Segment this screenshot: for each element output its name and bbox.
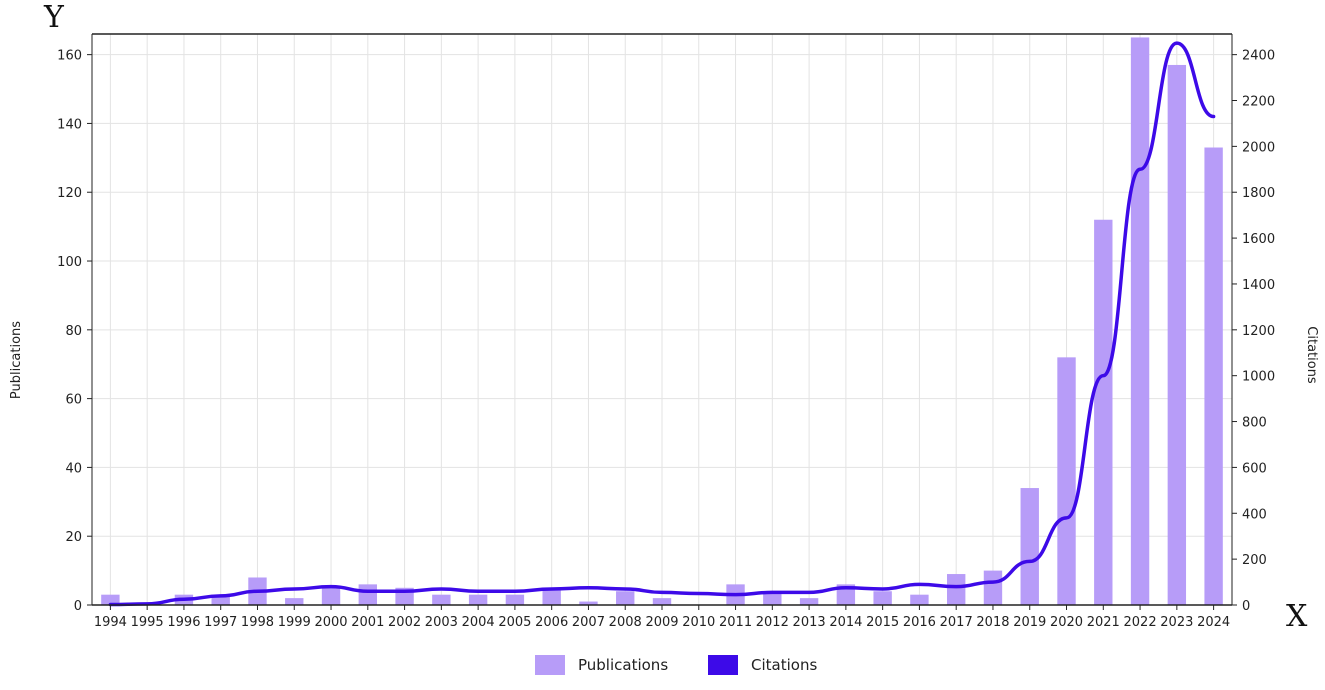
publications-bar: [358, 584, 377, 605]
y2-tick-label: 2400: [1242, 49, 1275, 64]
x-tick-label: 2012: [756, 615, 789, 630]
x-tick-label: 2016: [903, 615, 936, 630]
legend-label-citations: Citations: [751, 656, 817, 674]
y-tick-label: 40: [65, 461, 82, 476]
publications-bar: [652, 598, 672, 605]
axis-labels: 1994 1995 1996 1997 1998 1999 2000 2001 2002 2003…: [57, 49, 1275, 630]
x-tick-label: 1998: [241, 615, 274, 630]
legend: Publications Citations: [535, 655, 817, 675]
legend-swatch-publications: [535, 655, 565, 675]
x-tick-label: 2023: [1160, 615, 1193, 630]
x-tick-label: 2001: [351, 615, 384, 630]
y-tick-label: 0: [74, 599, 82, 614]
publications-bar: [432, 594, 451, 605]
legend-label-publications: Publications: [578, 656, 668, 674]
publications-bar: [285, 598, 304, 605]
x-tick-label: 2018: [976, 615, 1009, 630]
corner-y-label: Y: [43, 0, 65, 35]
publications-bar: [873, 591, 892, 605]
y2-tick-label: 1600: [1242, 232, 1275, 247]
axes: [87, 33, 1237, 610]
publications-bar: [579, 601, 598, 605]
publications-bar: [947, 574, 966, 605]
publications-bar: [1204, 147, 1223, 605]
x-tick-label: 2014: [829, 615, 862, 630]
y-tick-label: 120: [57, 186, 82, 201]
y2-tick-label: 200: [1242, 553, 1267, 568]
publications-bar: [1020, 488, 1039, 605]
x-tick-label: 2009: [645, 615, 678, 630]
y2-tick-label: 800: [1242, 416, 1267, 431]
publications-bar: [1167, 64, 1187, 606]
x-tick-label: 2015: [866, 615, 899, 630]
publications-bar: [910, 594, 929, 605]
publications-bar: [1130, 37, 1150, 605]
x-tick-label: 2024: [1197, 615, 1230, 630]
y-tick-label: 160: [57, 49, 82, 64]
publications-bar: [211, 594, 230, 605]
x-tick-label: 2017: [940, 615, 973, 630]
x-tick-label: 2019: [1013, 615, 1046, 630]
x-tick-label: 2011: [719, 615, 752, 630]
x-tick-label: 1995: [131, 615, 164, 630]
x-tick-label: 2002: [388, 615, 421, 630]
publications-bars: [101, 37, 1223, 606]
y2-tick-label: 400: [1242, 507, 1267, 522]
x-tick-label: 2007: [572, 615, 605, 630]
x-tick-label: 2020: [1050, 615, 1083, 630]
publications-bar: [616, 591, 635, 605]
y2-tick-label: 2000: [1242, 140, 1275, 155]
x-tick-label: 2022: [1124, 615, 1157, 630]
y-axis-title: Publications: [9, 321, 24, 399]
x-tick-label: 2004: [462, 615, 495, 630]
x-tick-label: 2003: [425, 615, 458, 630]
publications-bar: [468, 594, 488, 605]
x-tick-label: 1999: [278, 615, 311, 630]
publications-bar: [799, 598, 819, 605]
publications-bar: [763, 591, 782, 605]
publications-bar: [1057, 357, 1076, 605]
citations-line: [108, 41, 1216, 607]
publications-bar: [101, 594, 120, 605]
y-tick-label: 100: [57, 255, 82, 270]
x-tick-label: 2005: [498, 615, 531, 630]
x-tick-label: 2000: [314, 615, 347, 630]
y-tick-label: 60: [65, 393, 82, 408]
publications-bar: [1094, 219, 1113, 605]
grid: [92, 34, 1232, 605]
y2-tick-label: 600: [1242, 461, 1267, 476]
y-tick-label: 20: [65, 530, 82, 545]
y2-tick-label: 2200: [1242, 95, 1275, 110]
x-tick-label: 1997: [204, 615, 237, 630]
y2-axis-title: Citations: [1304, 326, 1319, 384]
publications-bar: [505, 594, 525, 605]
x-tick-label: 2008: [609, 615, 642, 630]
publications-bar: [321, 587, 341, 605]
publications-bar: [542, 587, 561, 605]
x-tick-label: 2013: [793, 615, 826, 630]
corner-x-label: X: [1286, 599, 1308, 634]
citations-series-line: [108, 41, 1216, 607]
x-tick-label: 1994: [94, 615, 127, 630]
y2-tick-label: 1400: [1242, 278, 1275, 293]
x-tick-label: 2010: [682, 615, 715, 630]
y2-tick-label: 1200: [1242, 324, 1275, 339]
y2-tick-label: 0: [1242, 599, 1250, 614]
x-tick-label: 2006: [535, 615, 568, 630]
x-tick-label: 2021: [1087, 615, 1120, 630]
y-tick-label: 140: [57, 117, 82, 132]
y-tick-label: 80: [65, 324, 82, 339]
legend-swatch-citations: [708, 655, 738, 675]
y2-tick-label: 1800: [1242, 186, 1275, 201]
publications-bar: [983, 570, 1003, 605]
x-tick-label: 1996: [167, 615, 200, 630]
y2-tick-label: 1000: [1242, 370, 1275, 385]
